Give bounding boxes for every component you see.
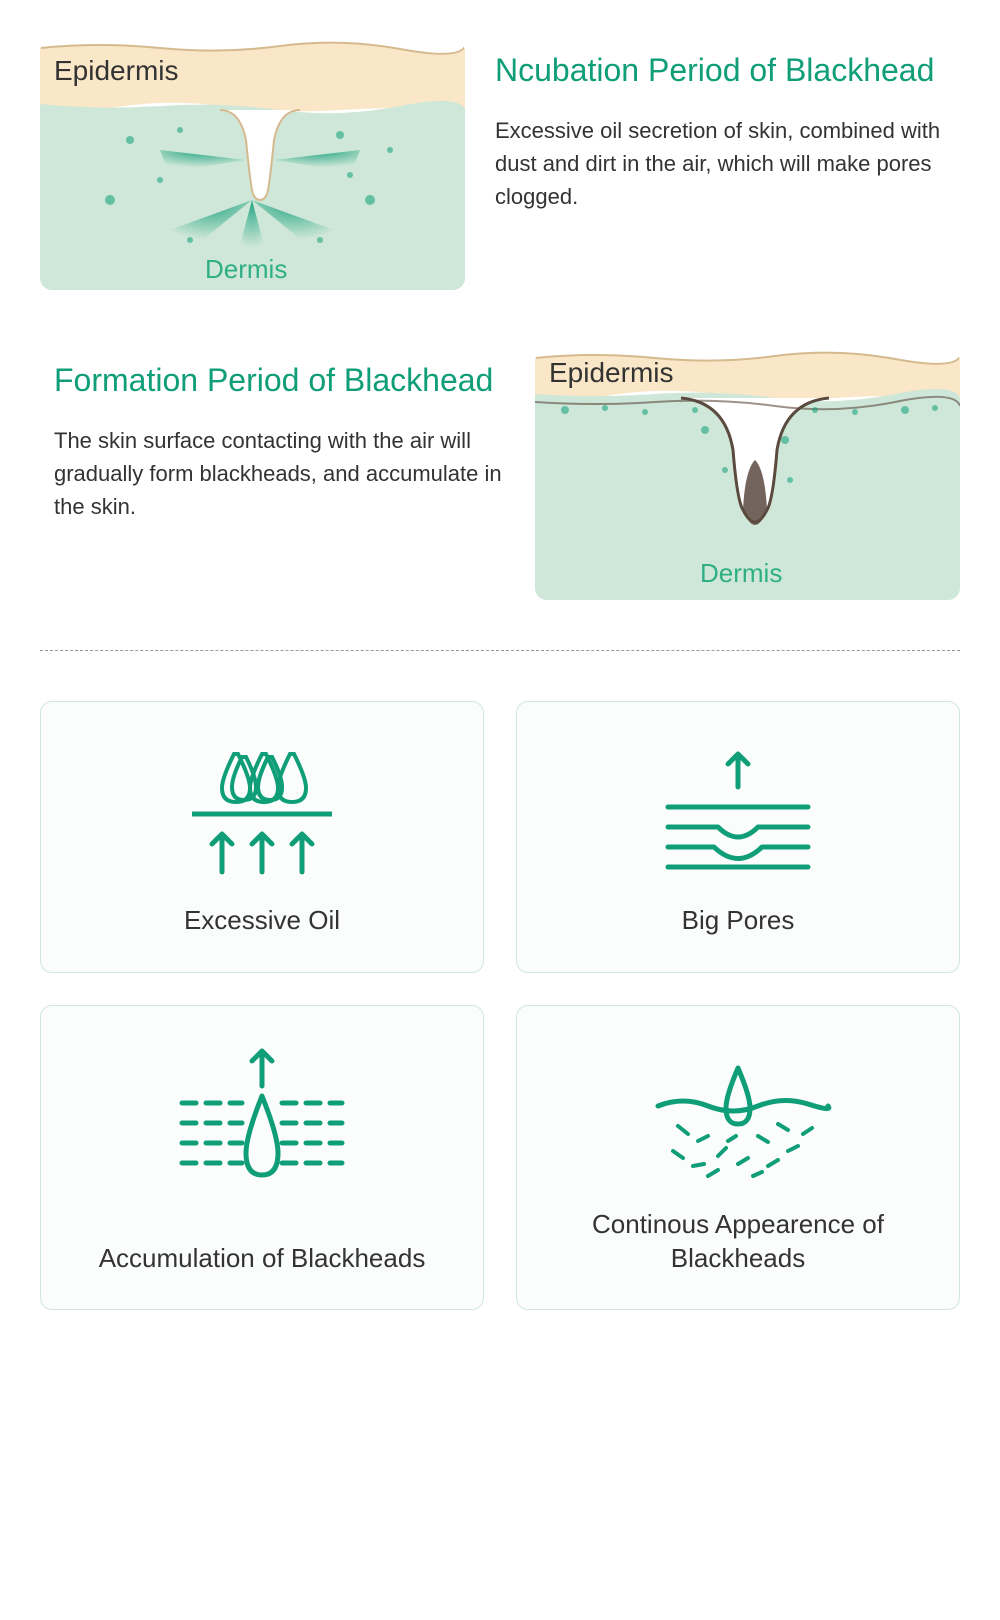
card-excessive-oil: Excessive Oil [40, 701, 484, 973]
big-pores-icon [638, 742, 838, 892]
section1-title: Ncubation Period of Blackhead [495, 50, 960, 90]
accumulation-icon [162, 1046, 362, 1196]
epidermis-label: Epidermis [549, 357, 673, 388]
diagram-formation: Epidermis Dermis [535, 350, 960, 600]
section1-body: Excessive oil secretion of skin, combine… [495, 114, 960, 213]
divider [40, 650, 960, 651]
card-label: Accumulation of Blackheads [99, 1242, 426, 1276]
card-big-pores: Big Pores [516, 701, 960, 973]
section-formation: Formation Period of Blackhead The skin s… [40, 350, 960, 600]
section2-body: The skin surface contacting with the air… [54, 424, 505, 523]
card-accumulation: Accumulation of Blackheads [40, 1005, 484, 1311]
dermis-label: Dermis [205, 254, 287, 284]
card-label: Continous Appearence of Blackheads [537, 1208, 939, 1276]
epidermis-label: Epidermis [54, 55, 178, 86]
card-continuous: Continous Appearence of Blackheads [516, 1005, 960, 1311]
card-label: Excessive Oil [184, 904, 340, 938]
diagram-incubation: Epidermis Dermis [40, 40, 465, 290]
dermis-label: Dermis [700, 558, 782, 588]
cards-grid: Excessive Oil Big Pores [40, 701, 960, 1310]
excessive-oil-icon [162, 742, 362, 892]
section2-title: Formation Period of Blackhead [54, 360, 505, 400]
card-label: Big Pores [682, 904, 795, 938]
section-incubation: Epidermis Dermis Ncubation Period of Bla… [40, 40, 960, 290]
continuous-icon [638, 1046, 838, 1196]
